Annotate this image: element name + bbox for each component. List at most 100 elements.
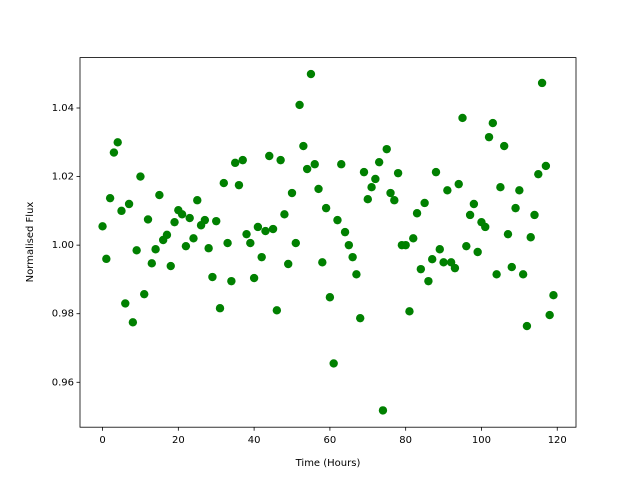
point [155,190,164,200]
point [189,234,198,243]
point [268,224,278,234]
point [439,258,448,267]
point [337,160,346,169]
point [454,179,463,189]
point [223,238,232,248]
point [185,213,194,223]
point [193,196,202,205]
point [530,210,539,220]
x-axis-label: Time (Hours) [295,458,361,469]
point [431,167,441,177]
point [473,247,482,257]
point [522,321,532,331]
x-tick-label: 40 [248,435,261,446]
point [424,276,433,286]
point [249,273,259,283]
point [374,157,384,167]
point [246,238,255,248]
point [181,241,191,251]
point [257,252,266,262]
point [329,359,338,368]
point [170,217,179,227]
point [284,259,293,269]
x-tick-label: 0 [99,435,105,446]
point [356,313,365,323]
point [208,272,217,282]
point [499,141,509,151]
point [348,252,357,262]
point [132,246,141,255]
point [105,193,115,203]
point [325,293,335,302]
point [465,210,475,220]
point [261,226,270,236]
point [340,227,350,237]
point [136,172,145,181]
point [287,188,297,198]
point [98,222,107,231]
y-axis-label: Normalised Flux [25,202,36,283]
point [488,118,498,128]
point [518,270,528,279]
point [541,161,551,171]
point [409,234,418,243]
point [333,215,342,225]
y-tick-label: 0.98 [52,309,74,320]
x-tick-label: 80 [399,435,412,446]
point [492,270,501,279]
point [227,276,236,286]
point [215,304,225,313]
point [212,216,221,226]
point [511,203,520,213]
point [117,206,126,216]
point [401,240,410,250]
point [386,188,395,198]
point [299,141,308,151]
point [352,270,361,279]
point [481,222,490,232]
point [537,78,547,88]
point [177,210,187,219]
y-tick-label: 1.00 [52,240,74,251]
point [443,186,452,195]
point [140,289,149,299]
y-tick-label: 0.96 [52,377,74,388]
point [367,183,376,192]
point [507,262,516,272]
point [321,203,331,213]
point [534,169,543,179]
y-tick-label: 1.04 [52,103,74,114]
point [151,245,160,254]
point [276,155,285,165]
point [121,299,130,308]
point [359,167,369,177]
point [265,151,274,161]
point [412,209,422,218]
y-tick-label: 1.02 [52,172,74,183]
point [166,261,175,271]
point [382,144,391,154]
x-tick-label: 100 [472,435,491,446]
point [416,264,426,274]
point [393,168,403,178]
point [306,69,316,79]
point [310,160,319,169]
point [230,158,240,168]
point [450,263,460,273]
x-tick-label: 20 [172,435,185,446]
point [526,233,535,242]
point [428,255,437,264]
point [484,132,494,142]
point [204,244,213,253]
axes-frame [79,57,577,428]
x-tick-label: 120 [548,435,567,446]
point [363,195,372,204]
point [113,138,122,147]
point [253,222,263,232]
point [496,183,505,192]
point [314,184,323,194]
point [458,113,467,123]
point [469,199,479,209]
point [219,178,228,188]
